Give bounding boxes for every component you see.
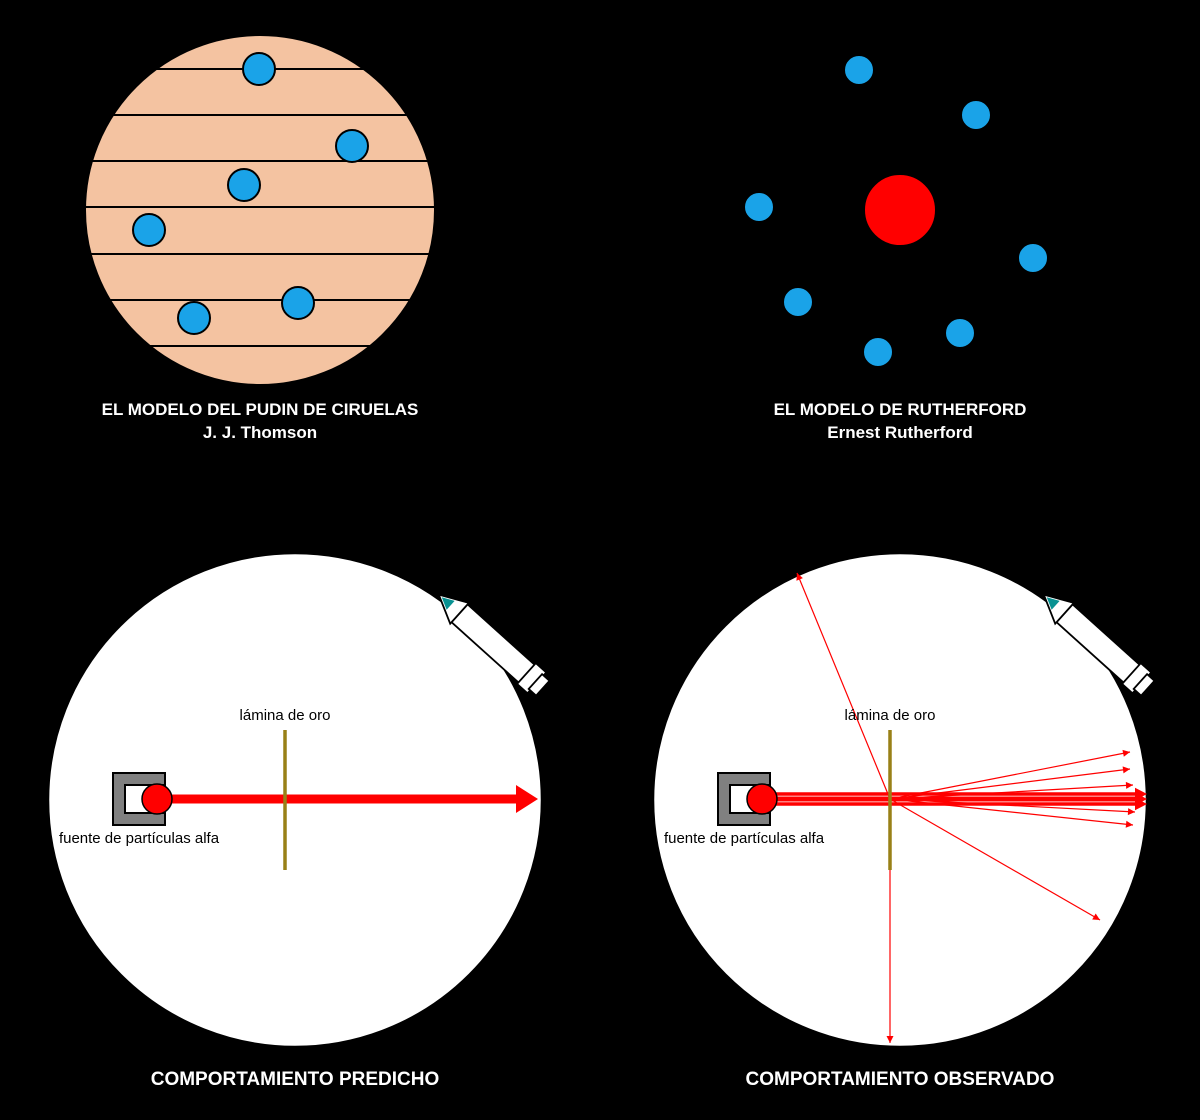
electron: [744, 192, 774, 222]
rutherford-byline: Ernest Rutherford: [827, 423, 972, 442]
thomson-model: EL MODELO DEL PUDIN DE CIRUELAS J. J. Tho…: [85, 35, 435, 442]
electron: [945, 318, 975, 348]
predicted-panel: lámina de oro fuente de partículas alfa CO…: [48, 553, 552, 1090]
electron: [1018, 243, 1048, 273]
source-label: fuente de partículas alfa: [59, 830, 220, 847]
nucleus: [864, 174, 936, 246]
electron: [243, 53, 275, 85]
electron: [178, 302, 210, 334]
alpha-source: [718, 773, 777, 825]
predicted-title: COMPORTAMIENTO PREDICHO: [151, 1069, 440, 1090]
observed-panel: lámina de oro fuente de partículas alfa CO…: [653, 553, 1157, 1090]
electron: [863, 337, 893, 367]
source-label: fuente de partículas alfa: [664, 830, 825, 847]
thomson-title: EL MODELO DEL PUDIN DE CIRUELAS: [102, 400, 419, 419]
thomson-byline: J. J. Thomson: [203, 423, 317, 442]
electron: [336, 130, 368, 162]
rutherford-title: EL MODELO DE RUTHERFORD: [774, 400, 1027, 419]
observed-title: COMPORTAMIENTO OBSERVADO: [746, 1069, 1055, 1090]
foil-label: lámina de oro: [845, 707, 936, 724]
electron: [844, 55, 874, 85]
rutherford-model: EL MODELO DE RUTHERFORD Ernest Rutherford: [744, 55, 1048, 442]
alpha-source: [113, 773, 172, 825]
foil-label: lámina de oro: [240, 707, 331, 724]
electron: [282, 287, 314, 319]
electron: [228, 169, 260, 201]
electron: [133, 214, 165, 246]
electron: [961, 100, 991, 130]
electron: [783, 287, 813, 317]
pudding-body: [85, 35, 435, 385]
